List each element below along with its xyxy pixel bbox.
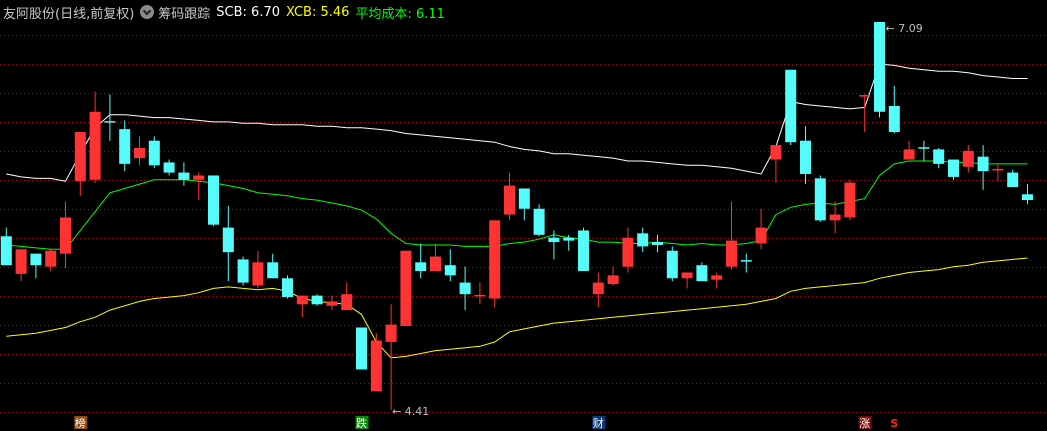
chevron-down-circle-icon[interactable]	[140, 5, 155, 19]
candle-body	[711, 275, 723, 280]
candle-body	[548, 237, 560, 243]
candle-body	[267, 262, 279, 279]
candle-body	[607, 275, 619, 285]
candle-body	[134, 147, 145, 159]
candle-body	[977, 156, 989, 172]
candle-body	[193, 175, 205, 180]
candle-body	[370, 340, 382, 392]
series-line-平均成本	[6, 160, 1028, 250]
series-line-SCB	[6, 63, 1028, 182]
chart-header: 友阿股份(日线,前复权) 筹码跟踪 SCB: 6.70 XCB: 5.46 平均…	[3, 2, 451, 22]
candle-body	[874, 22, 885, 112]
candle-body	[89, 111, 101, 180]
candle-body	[119, 129, 131, 164]
candle-body	[770, 145, 782, 160]
event-marker-bg	[858, 416, 872, 429]
low-price-label: ← 4.41	[392, 405, 429, 418]
candle-body	[459, 282, 471, 295]
candle-body	[15, 249, 27, 274]
candle-body	[178, 172, 190, 180]
candle-body	[30, 253, 42, 266]
candle-body	[237, 259, 249, 283]
candle-body	[489, 220, 501, 299]
candle-body	[652, 242, 663, 245]
candle-body	[282, 278, 293, 298]
xcb-value: XCB: 5.46	[286, 4, 350, 20]
scb-value: SCB: 6.70	[216, 4, 281, 20]
candle-body	[400, 250, 412, 327]
event-marker: 跌	[356, 416, 367, 430]
high-price-label: ← 7.09	[886, 22, 923, 35]
candle-body	[962, 150, 974, 167]
candle-body	[356, 327, 367, 370]
avg-cost-value: 平均成本: 6.11	[355, 6, 445, 22]
candle-body	[222, 227, 234, 253]
candle-body	[74, 132, 86, 182]
candle-body	[311, 295, 323, 305]
candle-body	[829, 214, 841, 221]
indicator-name[interactable]: 筹码跟踪	[158, 6, 211, 22]
event-marker: 财	[593, 416, 604, 430]
candle-body	[326, 301, 338, 306]
candle-body	[1007, 172, 1019, 188]
event-marker-bg	[355, 416, 369, 429]
candle-body	[903, 149, 915, 160]
candle-body	[726, 240, 737, 267]
candle-body	[252, 262, 264, 286]
candle-body	[296, 295, 308, 305]
candle-body	[800, 140, 811, 175]
candle-body	[844, 182, 856, 218]
candle-body	[148, 140, 160, 166]
candle-body	[60, 217, 71, 254]
candle-body	[888, 105, 900, 133]
candle-body	[504, 185, 515, 215]
event-marker: S	[890, 417, 898, 430]
candle-body	[933, 149, 945, 164]
event-marker-bg	[74, 416, 88, 429]
candle-body	[430, 256, 441, 272]
candle-body	[948, 159, 959, 177]
candle-body	[637, 233, 649, 247]
event-marker: 榜	[75, 416, 86, 430]
candle-body	[814, 178, 826, 221]
candle-body	[0, 236, 12, 266]
candle-body	[533, 208, 545, 235]
candle-body	[1022, 194, 1033, 201]
candle-body	[622, 237, 634, 267]
candle-body	[208, 175, 219, 225]
candle-body	[592, 282, 604, 295]
candle-body	[785, 69, 797, 143]
candle-body	[681, 272, 693, 279]
candle-body	[341, 294, 353, 311]
event-marker-bg	[592, 416, 606, 429]
candle-body	[45, 250, 57, 267]
candle-body	[415, 262, 427, 272]
candle-body	[696, 265, 708, 282]
candle-body	[755, 227, 767, 244]
event-marker: 涨	[859, 417, 870, 430]
candle-body	[578, 230, 589, 272]
candle-body	[163, 162, 175, 173]
candle-body	[444, 265, 456, 276]
candle-body	[563, 237, 575, 241]
candle-body	[666, 250, 678, 279]
candle-body	[518, 188, 530, 209]
candle-body	[385, 324, 397, 342]
stock-title: 友阿股份(日线,前复权)	[3, 6, 135, 22]
series-line-XCB	[6, 257, 1028, 359]
